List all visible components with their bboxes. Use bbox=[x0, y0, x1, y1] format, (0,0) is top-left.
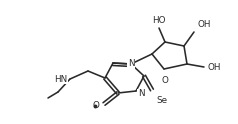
Text: Se: Se bbox=[156, 96, 167, 105]
Text: O: O bbox=[92, 102, 99, 110]
Text: N: N bbox=[128, 60, 134, 68]
Text: O: O bbox=[162, 76, 169, 85]
Text: N: N bbox=[138, 90, 144, 98]
Text: OH: OH bbox=[197, 20, 210, 29]
Text: HO: HO bbox=[152, 16, 166, 25]
Text: HN: HN bbox=[54, 75, 67, 83]
Text: OH: OH bbox=[208, 62, 222, 72]
